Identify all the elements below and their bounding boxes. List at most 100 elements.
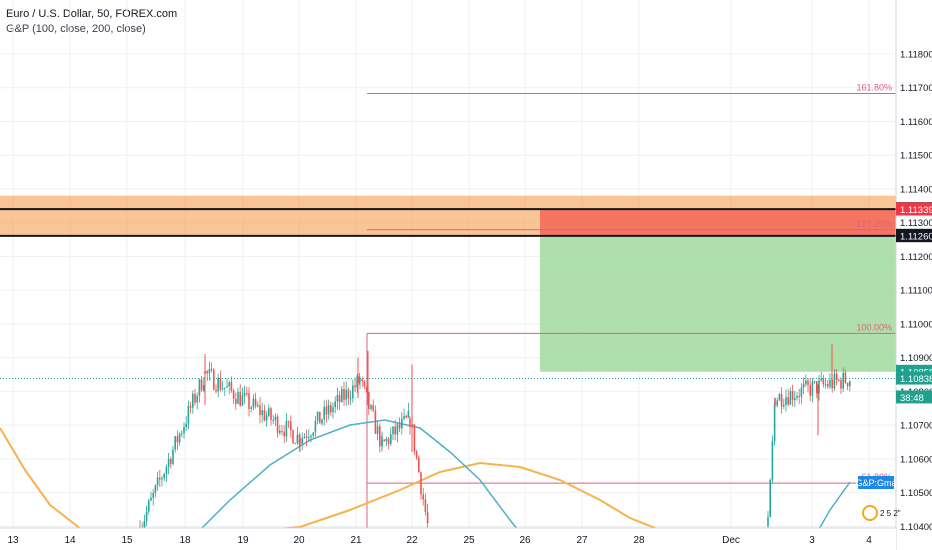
candle-body [243, 393, 246, 396]
candle-body [347, 389, 350, 399]
candle-body [379, 426, 381, 447]
y-tick-label: 1.11700 [900, 83, 932, 94]
y-tick-label: 1.10600 [900, 454, 932, 465]
candle-body [319, 411, 321, 424]
fib-label: 161.80% [856, 82, 892, 92]
candle-body [361, 379, 363, 382]
candle-body [321, 419, 323, 424]
candle-body [387, 438, 390, 445]
candle-body [152, 492, 154, 498]
candle-body [800, 387, 803, 397]
candle-body [185, 423, 187, 428]
candle-body [172, 449, 174, 464]
candle-body [835, 373, 838, 381]
candle-body [771, 441, 774, 480]
candle-body [398, 424, 401, 429]
candle-body [196, 395, 198, 403]
ma-tag: G&P:Gma [855, 476, 897, 489]
candle-body [268, 408, 270, 416]
candle-body [154, 485, 157, 493]
candle-body [370, 405, 372, 409]
candle-body [392, 426, 394, 435]
candle-body [415, 451, 418, 458]
candle-body [327, 405, 330, 415]
candle-body [183, 427, 185, 434]
candle-body [248, 393, 250, 409]
x-tick-label: 4 [866, 535, 872, 546]
candle-body [403, 415, 405, 419]
candle-body [354, 385, 356, 388]
y-tick-label: 1.10400 [900, 522, 932, 533]
candle-body [341, 389, 343, 402]
candle-body [178, 433, 181, 443]
candle-body [345, 389, 347, 400]
candle-body [849, 381, 851, 387]
candle-body [424, 499, 427, 512]
candle-body [769, 479, 771, 517]
candle-body [811, 381, 814, 396]
candle-body [145, 511, 148, 522]
candle-body [789, 391, 792, 405]
candle-body [176, 436, 179, 443]
x-tick-label: 27 [576, 535, 588, 546]
candle-body [143, 521, 146, 529]
alert-icon [862, 505, 878, 521]
candle-body [385, 438, 388, 442]
candle-body [426, 511, 429, 524]
candle-body [325, 406, 328, 415]
candle-body [294, 443, 296, 445]
candle-body [228, 382, 230, 387]
candle-body [305, 436, 308, 438]
x-tick-label: 20 [293, 535, 305, 546]
time-axis-bg [0, 528, 896, 550]
candle-body [232, 390, 235, 399]
candle-body [805, 380, 807, 385]
candle-body [316, 411, 319, 421]
candle-body [816, 381, 818, 394]
candle-body [798, 396, 800, 398]
price-axis-bg [896, 0, 932, 550]
candle-body [290, 421, 292, 431]
candle-body [156, 477, 159, 486]
candle-body [827, 384, 829, 387]
candle-body [310, 435, 312, 438]
candle-body [200, 379, 203, 391]
price-label-text: 38:48 [900, 393, 924, 404]
candle-body [296, 434, 299, 444]
candle-body [163, 473, 165, 479]
candle-body [374, 410, 377, 434]
candle-body [820, 378, 822, 381]
candle-body [174, 436, 176, 450]
candle-body [778, 394, 781, 401]
candle-body [405, 415, 407, 418]
candle-body [829, 379, 831, 387]
candle-body [422, 494, 424, 500]
candle-body [208, 369, 211, 374]
candle-body [301, 438, 303, 444]
y-tick-label: 1.11300 [900, 218, 932, 229]
candle-body [420, 472, 422, 495]
y-tick-label: 1.11200 [900, 252, 932, 263]
price-label-text: 1.11260 [900, 232, 932, 243]
candle-body [791, 391, 794, 401]
candle-body [187, 405, 190, 424]
y-tick-label: 1.11400 [900, 184, 932, 195]
x-tick-label: 3 [809, 535, 815, 546]
candle-body [276, 416, 279, 433]
candle-body [235, 398, 237, 404]
candle-body [299, 438, 301, 444]
candle-body [312, 432, 314, 436]
candle-body [334, 401, 336, 408]
candle-body [254, 398, 257, 406]
x-tick-label: 19 [237, 535, 249, 546]
candle-body [265, 415, 268, 421]
y-tick-label: 1.11000 [900, 319, 932, 330]
candle-body [401, 418, 403, 429]
candle-body [338, 395, 341, 402]
candle-body [359, 379, 361, 382]
candle-body [159, 477, 161, 480]
candle-body [785, 397, 787, 406]
candle-body [206, 371, 208, 374]
candle-body [846, 382, 849, 387]
